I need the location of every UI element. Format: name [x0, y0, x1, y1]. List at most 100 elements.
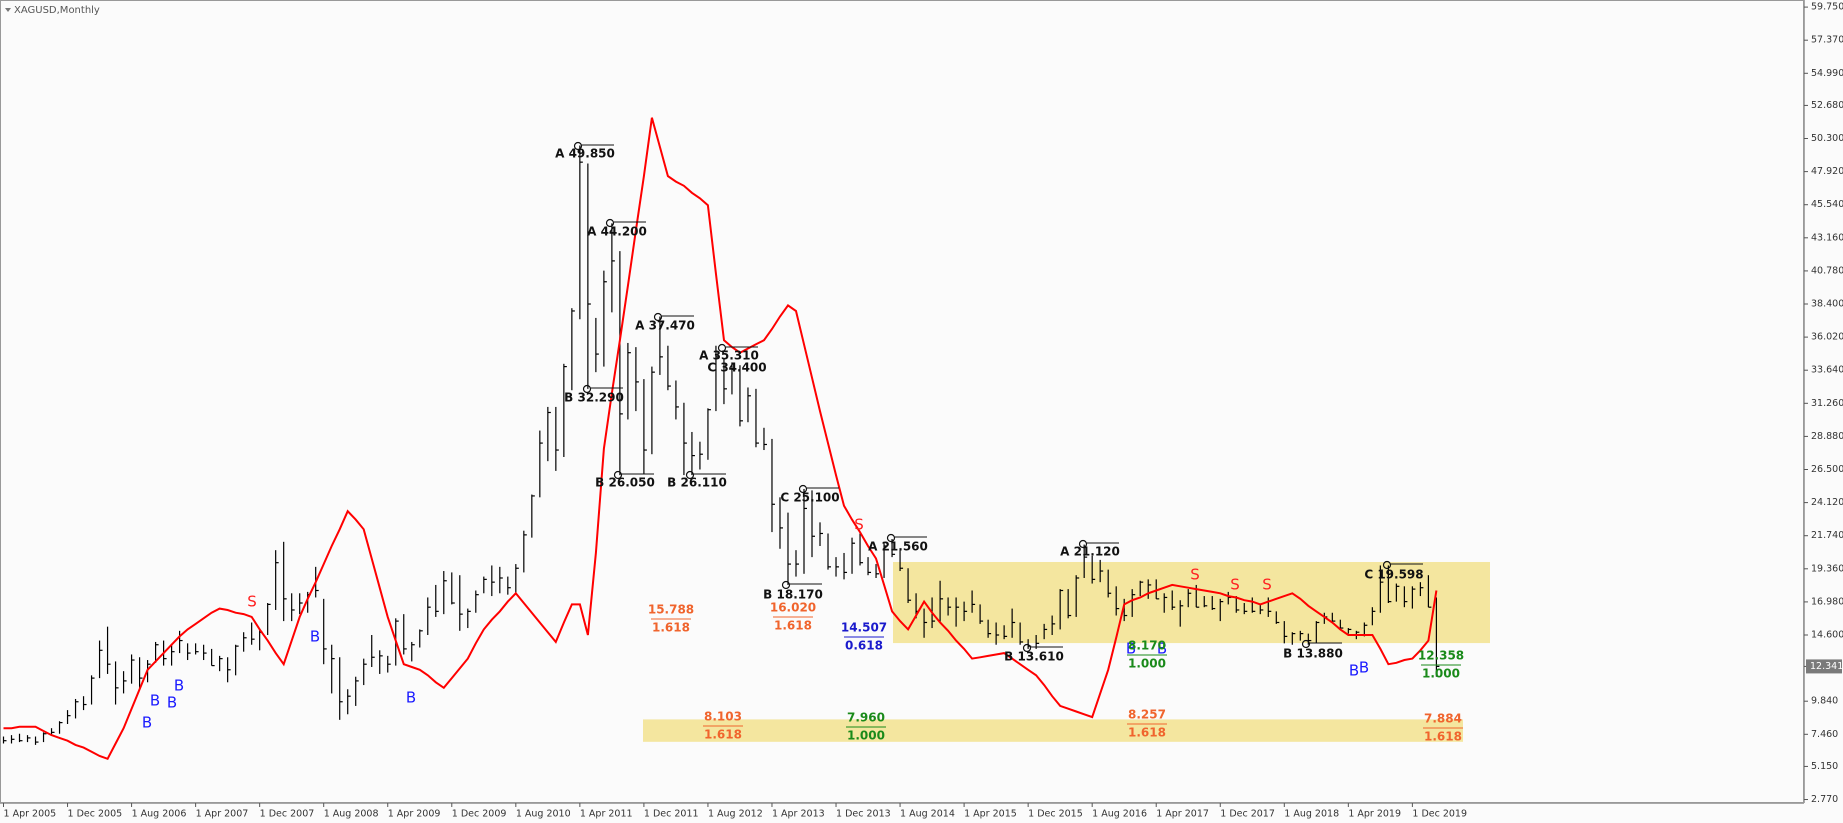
wave-label: C 25.100	[780, 491, 839, 505]
signal-s: S	[854, 516, 864, 534]
y-tick-label: 26.500	[1811, 464, 1843, 475]
y-tick-label: 7.460	[1811, 729, 1838, 740]
projection-level: 12.358	[1418, 649, 1464, 663]
y-tick-label: 24.120	[1811, 497, 1843, 508]
signal-s: S	[1190, 566, 1200, 584]
wave-label: B 26.050	[595, 476, 655, 490]
signal-b: B	[1359, 659, 1369, 677]
y-tick-label: 33.640	[1811, 365, 1843, 376]
x-tick-label: 1 Apr 2017	[1156, 809, 1209, 820]
y-tick-label: 14.600	[1811, 630, 1843, 641]
x-tick-label: 1 Dec 2017	[1220, 809, 1275, 820]
projection-ratio: 0.618	[845, 639, 883, 653]
x-tick-label: 1 Dec 2007	[260, 809, 315, 820]
wave-label: A 35.310	[699, 349, 759, 363]
projection-ratio: 1.618	[774, 619, 812, 633]
x-tick-label: 1 Dec 2011	[644, 809, 699, 820]
projection-ratio: 1.618	[652, 621, 690, 635]
wave-label: A 37.470	[635, 319, 695, 333]
pivot-marker	[685, 470, 695, 480]
x-tick-label: 1 Dec 2005	[68, 809, 123, 820]
projection-ratio: 1.618	[1424, 730, 1462, 744]
pivot-marker	[717, 343, 727, 353]
y-tick-label: 59.750	[1811, 2, 1843, 13]
y-tick-label: 16.980	[1811, 596, 1843, 607]
y-tick-label: 2.770	[1811, 794, 1838, 805]
x-tick-label: 1 Apr 2011	[580, 809, 633, 820]
x-tick-label: 1 Aug 2006	[132, 809, 187, 820]
zones	[643, 561, 1490, 742]
last-price-label: 12.341	[1810, 661, 1843, 672]
x-tick-label: 1 Aug 2014	[900, 809, 955, 820]
wave-label: B 13.880	[1283, 647, 1343, 661]
x-tick-label: 1 Apr 2007	[196, 809, 249, 820]
pivot-marker	[613, 470, 623, 480]
pivot-marker	[1301, 639, 1311, 649]
y-tick-label: 9.840	[1811, 696, 1838, 707]
wave-label: C 19.598	[1364, 568, 1423, 582]
projection-level: 14.507	[841, 621, 887, 635]
y-tick-label: 57.370	[1811, 35, 1843, 46]
y-tick-label: 54.990	[1811, 68, 1843, 79]
signal-b: B	[174, 677, 184, 695]
pivot-marker	[653, 312, 663, 322]
projection-ratio: 1.000	[1128, 657, 1166, 671]
y-tick-label: 52.680	[1811, 100, 1843, 111]
wave-label: A 21.120	[1060, 545, 1120, 559]
projection-level: 8.103	[704, 710, 742, 724]
projection-ratio: 1.618	[704, 728, 742, 742]
collapse-icon[interactable]	[5, 8, 11, 12]
x-tick-label: 1 Dec 2015	[1028, 809, 1083, 820]
annotations: A 49.850 B 32.290 A 44.200 B 26.050 A 37.470…	[142, 141, 1464, 744]
y-tick-label: 5.150	[1811, 761, 1838, 772]
wave-label: B 32.290	[564, 391, 624, 405]
wave-label: B 13.610	[1004, 650, 1064, 664]
x-tick-label: 1 Dec 2019	[1412, 809, 1467, 820]
projection-level: 8.170	[1128, 639, 1166, 653]
wave-label: B 18.170	[763, 588, 823, 602]
projection-level: 7.960	[847, 711, 885, 725]
x-tick-label: 1 Aug 2018	[1284, 809, 1339, 820]
x-tick-label: 1 Aug 2010	[516, 809, 571, 820]
y-tick-label: 45.540	[1811, 199, 1843, 210]
y-tick-label: 21.740	[1811, 530, 1843, 541]
y-tick-label: 19.360	[1811, 563, 1843, 574]
signal-b: B	[1349, 662, 1359, 680]
signal-b: B	[1126, 640, 1136, 658]
projection-ratio: 1.000	[847, 729, 885, 743]
projection-level: 16.020	[770, 601, 816, 615]
x-tick-label: 1 Apr 2019	[1348, 809, 1401, 820]
x-tick-label: 1 Apr 2013	[772, 809, 825, 820]
pivot-marker	[1078, 539, 1088, 549]
bars	[2, 117, 1440, 761]
signal-s: S	[1262, 576, 1272, 594]
price-zone	[893, 561, 1490, 644]
x-tick-label: 1 Aug 2008	[324, 809, 379, 820]
pivot-marker	[605, 218, 615, 228]
signal-s: S	[1230, 576, 1240, 594]
price-zone	[643, 719, 1463, 742]
last-price-tag	[1806, 659, 1842, 674]
y-tick-label: 47.920	[1811, 166, 1843, 177]
y-tick-label: 28.880	[1811, 431, 1843, 442]
pivot-marker	[1382, 560, 1392, 570]
projection-ratio: 1.618	[1128, 726, 1166, 740]
projection-level: 15.788	[648, 603, 694, 617]
signal-b: B	[406, 689, 416, 707]
pivot-marker	[886, 533, 896, 543]
pivot-marker	[573, 141, 583, 151]
pivot-marker	[781, 580, 791, 590]
y-tick-label: 50.300	[1811, 133, 1843, 144]
signal-b: B	[142, 714, 152, 732]
x-tick-label: 1 Aug 2016	[1092, 809, 1147, 820]
signal-b: B	[1157, 640, 1167, 658]
signal-b: B	[150, 692, 160, 710]
x-tick-label: 1 Apr 2009	[388, 809, 441, 820]
signal-b: B	[167, 694, 177, 712]
wave-label: A 49.850	[555, 147, 615, 161]
pivot-marker	[1022, 643, 1032, 653]
y-tick-label: 40.780	[1811, 265, 1843, 276]
y-tick-label: 38.400	[1811, 299, 1843, 310]
pivot-marker	[582, 384, 592, 394]
